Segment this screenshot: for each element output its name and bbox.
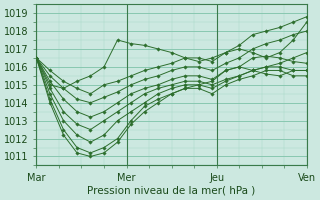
X-axis label: Pression niveau de la mer( hPa ): Pression niveau de la mer( hPa ) [87,186,256,196]
